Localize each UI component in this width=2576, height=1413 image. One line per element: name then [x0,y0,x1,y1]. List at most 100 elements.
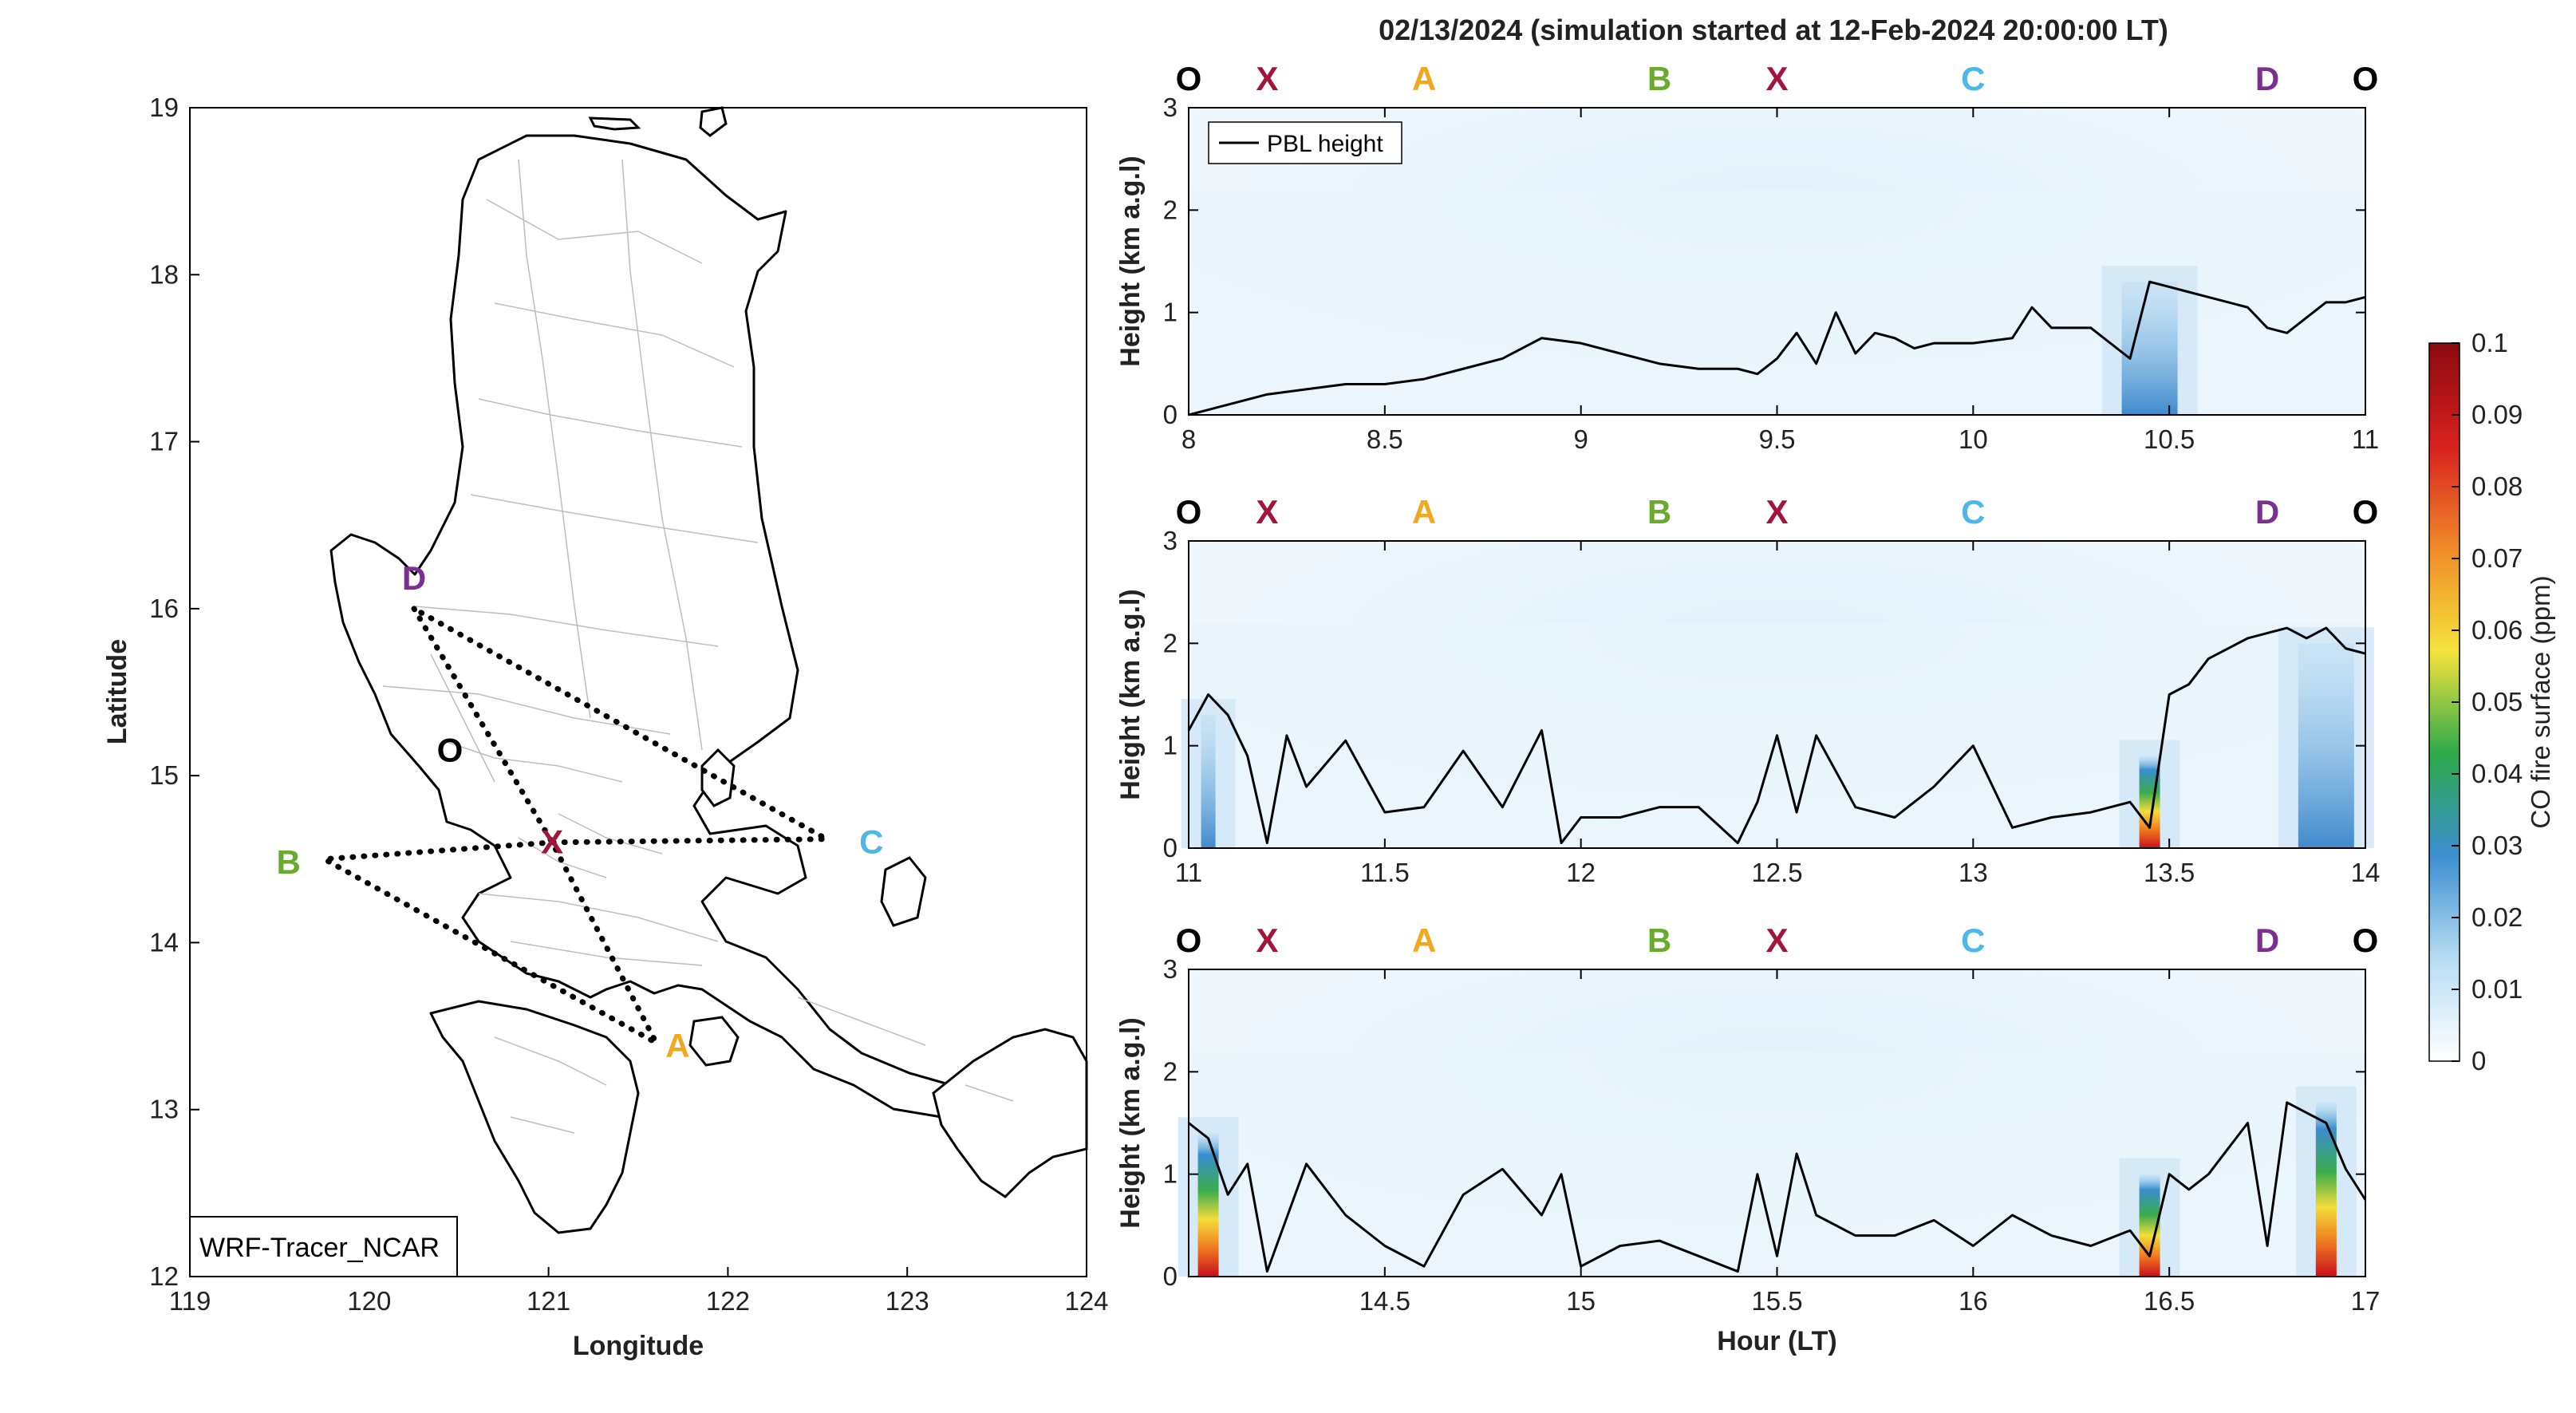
route-marker-b: B [1647,60,1671,97]
panel-ylabel: Height (km a.g.l) [1115,156,1146,366]
xtick-label: 16 [1959,1286,1988,1316]
colorbar-tick-label: 0.04 [2471,759,2523,788]
co-plume [2139,756,2160,848]
xtick-label: 11.5 [1360,858,1410,887]
route-marker-d: D [2255,60,2279,97]
map-xtick-label: 123 [886,1286,929,1316]
route-marker-o: O [2353,60,2379,97]
panel-ylabel: Height (km a.g.l) [1115,589,1146,799]
co-plume [2121,282,2178,415]
ytick-label: 3 [1163,93,1178,122]
route-marker-x: X [1256,922,1278,959]
colorbar: 0 0.01 0.02 0.03 0.04 0.05 0.06 0.07 0.08 0.09 0.1… [2428,328,2555,1076]
xtick-label: 9.5 [1759,424,1796,454]
colorbar-tick-label: 0.06 [2471,615,2523,645]
route-marker-c: C [1961,60,1985,97]
map-ytick-label: 16 [149,594,179,623]
ytick-label: 1 [1163,1159,1178,1189]
map-marker-b: B [276,843,300,881]
marinduque-island [688,1016,740,1067]
route-marker-x: X [1256,60,1278,97]
xtick-label: 10 [1959,424,1988,454]
colorbar-tick-label: 0.09 [2471,400,2523,429]
co-plume [2298,643,2354,848]
colorbar-tick-label: 0.1 [2471,328,2508,357]
route-marker-x: X [1765,922,1788,959]
map-marker-o: O [437,732,464,769]
ytick-label: 2 [1163,628,1178,657]
map-marker-c: C [859,823,883,861]
xtick-label: 15 [1566,1286,1596,1316]
route-marker-a: A [1412,493,1436,531]
ytick-label: 0 [1163,833,1178,862]
xtick-label: 14.5 [1359,1286,1410,1316]
panel-ylabel: Height (km a.g.l) [1115,1017,1146,1228]
route-marker-o: O [1176,493,1202,531]
route-marker-x: X [1765,60,1788,97]
xtick-label: 11 [2352,424,2379,454]
xtick-label: 13 [1959,858,1988,887]
model-label: WRF-Tracer_NCAR [199,1233,440,1263]
map-xtick-label: 119 [169,1286,211,1316]
map-marker-a: A [665,1027,689,1064]
route-marker-c: C [1961,493,1985,531]
co-plume [2315,1102,2337,1277]
route-marker-d: D [2255,493,2279,531]
route-marker-a: A [1412,60,1436,97]
route-marker-o: O [1176,60,1202,97]
xtick-label: 17 [2351,1286,2381,1316]
colorbar-tick-label: 0 [2471,1046,2486,1076]
route-marker-x: X [1765,493,1788,531]
xtick-label: 11 [1175,858,1202,887]
map-panel: 119 120 121 122 123 124 12 13 14 15 16 17 18 19 O X A B C… [102,93,1109,1361]
polillo-island [700,748,736,807]
route-marker-o: O [2353,493,2379,531]
ytick-label: 1 [1163,731,1178,760]
xtick-label: 8 [1181,424,1196,454]
ytick-label: 2 [1163,1056,1178,1086]
xtick-label: 8.5 [1367,424,1403,454]
model-label-box [189,1216,458,1277]
northern-islets [588,106,728,137]
map-xtick-label: 120 [347,1286,391,1316]
legend-label: PBL height [1267,131,1383,157]
xtick-label: 9 [1573,424,1588,454]
map-ytick-label: 14 [149,927,179,957]
colorbar-ticks: 0 0.01 0.02 0.03 0.04 0.05 0.06 0.07 0.08 0.09 0.1 [2452,328,2523,1076]
map-marker-x: X [541,823,563,861]
route-marker-a: A [1412,922,1436,959]
ytick-label: 1 [1163,298,1178,327]
route-marker-x: X [1256,493,1278,531]
map-marker-d: D [402,559,426,597]
colorbar-gradient [2428,342,2460,1062]
colorbar-tick-label: 0.02 [2471,902,2523,932]
xtick-label: 15.5 [1751,1286,1802,1316]
map-axis-ticks: 119 120 121 122 123 124 12 13 14 15 16 17 18 19 [149,93,1108,1316]
route-marker-b: B [1647,922,1671,959]
route-marker-b: B [1647,493,1671,531]
xtick-label: 16.5 [2144,1286,2195,1316]
colorbar-tick-label: 0.07 [2471,543,2523,573]
mindoro-island [429,1000,640,1234]
route-dotted-line [314,606,838,1050]
co-plume [1201,715,1216,848]
figure-title: 02/13/2024 (simulation started at 12-Feb… [1379,14,2168,46]
route-marker-o: O [2353,922,2379,959]
colorbar-label: CO fire surface (ppm) [2526,575,2555,828]
catanduanes-island [880,856,927,927]
panel-haze-layer [1189,1051,2365,1277]
map-location-markers: O X A B C D [276,559,883,1064]
xtick-label: 12 [1566,858,1596,887]
ytick-label: 3 [1163,526,1178,555]
pbl-height-line [1187,626,2366,845]
colorbar-tick-label: 0.05 [2471,687,2523,716]
xtick-label: 13.5 [2144,858,2195,887]
ytick-label: 2 [1163,195,1178,224]
pbl-height-line [1188,280,2366,416]
pbl-height-line [1188,1101,2367,1273]
